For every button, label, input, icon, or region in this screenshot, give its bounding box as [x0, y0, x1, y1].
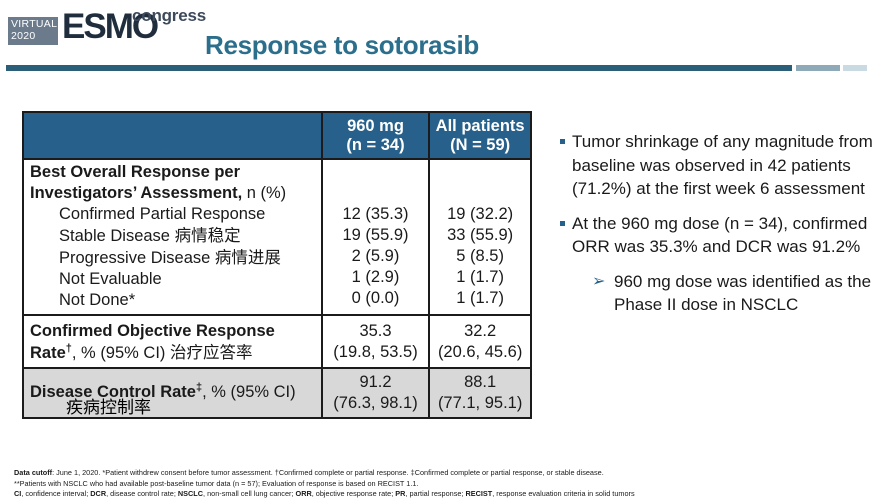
bor-row-label: Not Done* [59, 291, 136, 309]
dcr-label: Disease Control Rate [30, 383, 196, 401]
esmo-part2: MO [104, 7, 159, 46]
header-960mg-line2: (n = 34) [346, 135, 405, 154]
bor-960mg-value: 0 (0.0) [351, 289, 400, 307]
dcr-960mg-ci: (76.3, 98.1) [333, 394, 418, 412]
header-rule-light [843, 65, 867, 71]
abbreviation-definition: , disease control rate; [106, 489, 178, 498]
bor-row-label: Progressive Disease 病情进展 [59, 248, 281, 267]
abbreviation-term: NSCLC [177, 489, 204, 498]
bor-heading-line1: Best Overall Response per [30, 163, 241, 181]
bor-960mg-value: 19 (55.9) [342, 226, 409, 244]
bor-960mg-value: 12 (35.3) [342, 205, 409, 223]
orr-label-rate: Rate [30, 344, 66, 362]
bor-all-value: 19 (32.2) [447, 205, 514, 223]
bor-heading-line2: Investigators’ Assessment, [30, 184, 243, 202]
arrow-bullet-icon: ➢ [592, 272, 606, 290]
esmo-wordmark: ESMO [62, 7, 159, 46]
bor-label-cell: Best Overall Response per Investigators’… [22, 158, 323, 316]
header-all-line1: All patients [435, 116, 525, 135]
bor-row-chinese-label: 病情稳定 [174, 226, 241, 245]
footnote-line1-text: : June 1, 2020. *Patient withdrew consen… [52, 468, 604, 477]
bullet-text: Tumor shrinkage of any magnitude from ba… [572, 132, 873, 198]
virtual-2020-badge: VIRTUAL 2020 [8, 17, 58, 45]
orr-dagger: † [65, 342, 72, 355]
orr-all-value: 32.2 [464, 322, 497, 340]
dcr-960mg-cell: 91.2 (76.3, 98.1) [320, 367, 431, 419]
header-rule-accent [796, 65, 840, 71]
bullet-square-icon [560, 220, 565, 226]
orr-all-ci: (20.6, 45.6) [437, 343, 523, 361]
abbreviation-definition: , non-small cell lung cancer; [203, 489, 296, 498]
bullet-orr-dcr: At the 960 mg dose (n = 34), confirmed O… [560, 212, 875, 259]
abbreviation-term: ORR [295, 489, 312, 498]
bor-all-value: 1 (1.7) [456, 289, 504, 307]
bor-heading-unit: n (%) [242, 184, 287, 202]
abbreviation-definition: , confidence interval; [21, 489, 91, 498]
bor-all-value: 33 (55.9) [447, 226, 514, 244]
bullet-tumor-shrinkage: Tumor shrinkage of any magnitude from ba… [560, 130, 875, 201]
abbreviation-definition: , objective response rate; [311, 489, 396, 498]
orr-row: Confirmed Objective Response Rate†, % (9… [22, 314, 532, 369]
abbreviation-term: CI [14, 489, 22, 498]
orr-960mg-value: 35.3 [359, 322, 392, 340]
table-header-row: 960 mg (n = 34) All patients (N = 59) [22, 111, 532, 160]
orr-all-cell: 32.2 (20.6, 45.6) [428, 314, 532, 369]
bor-all-value: 1 (1.7) [456, 268, 504, 286]
bor-row-chinese-label: 病情进展 [214, 248, 281, 267]
dcr-960mg-value: 91.2 [359, 373, 392, 391]
abbreviation-definition: , partial response; [405, 489, 466, 498]
response-table: 960 mg (n = 34) All patients (N = 59) Be… [22, 111, 532, 419]
header-rule [6, 65, 792, 71]
key-findings: Tumor shrinkage of any magnitude from ba… [560, 130, 875, 317]
header-empty-cell [22, 111, 323, 160]
orr-label-line1: Confirmed Objective Response [30, 322, 275, 340]
dcr-chinese-label: 疾病控制率 [66, 398, 151, 418]
header-960mg-line1: 960 mg [347, 116, 404, 135]
header-960mg: 960 mg (n = 34) [320, 111, 431, 160]
footnote-data-cutoff-label: Data cutoff [14, 468, 53, 477]
footnote-abbreviations: CI, confidence interval; DCR, disease co… [14, 489, 874, 500]
dcr-all-ci: (77.1, 95.1) [437, 394, 523, 412]
bor-960mg-cell: 12 (35.3) 19 (55.9) 2 (5.9) 1 (2.9) 0 (0.0) [320, 158, 431, 316]
orr-chinese-label: 治疗应答率 [170, 343, 253, 362]
bor-row-label: Confirmed Partial Response [59, 205, 266, 223]
slide-title: Response to sotorasib [205, 30, 479, 60]
dcr-label-ci: , % (95% CI) [202, 383, 296, 401]
header-all-line2: (N = 59) [450, 135, 511, 154]
sub-bullet-phase2-dose: ➢ 960 mg dose was identified as the Phas… [560, 270, 875, 317]
esmo-part1: ES [62, 7, 107, 46]
bor-960mg-value: 1 (2.9) [351, 268, 400, 286]
sub-bullet-text: 960 mg dose was identified as the Phase … [614, 271, 872, 315]
orr-label-cell: Confirmed Objective Response Rate†, % (9… [22, 314, 323, 369]
bor-all-cell: 19 (32.2) 33 (55.9) 5 (8.5) 1 (1.7) 1 (1.7) [428, 158, 532, 316]
abbreviation-definition: , response evaluation criteria in solid … [492, 489, 635, 498]
abbreviation-term: DCR [90, 489, 107, 498]
abbreviation-term: PR [395, 489, 406, 498]
dcr-all-value: 88.1 [464, 373, 497, 391]
orr-960mg-cell: 35.3 (19.8, 53.5) [320, 314, 431, 369]
footnote-line2: **Patients with NSCLC who had available … [14, 478, 419, 488]
dcr-row: Disease Control Rate‡, % (95% CI) 91.2 (… [22, 367, 532, 419]
bor-row-label: Stable Disease 病情稳定 [59, 226, 241, 245]
esmo-logo: VIRTUAL 2020 ESMO congress [4, 6, 206, 46]
bullet-text: At the 960 mg dose (n = 34), confirmed O… [572, 213, 868, 257]
bor-row-label: Not Evaluable [59, 270, 162, 288]
bor-all-value: 5 (8.5) [456, 247, 504, 265]
bullet-square-icon [560, 139, 565, 144]
virtual-label: VIRTUAL [11, 18, 58, 30]
year-label: 2020 [11, 30, 36, 42]
abbreviation-term: RECIST [465, 489, 493, 498]
dcr-all-cell: 88.1 (77.1, 95.1) [428, 367, 532, 419]
dcr-label-cell: Disease Control Rate‡, % (95% CI) [22, 367, 323, 419]
orr-960mg-ci: (19.8, 53.5) [333, 343, 418, 361]
dcr-double-dagger: ‡ [195, 381, 203, 394]
footnote-line1: Data cutoff: June 1, 2020. *Patient with… [14, 468, 874, 479]
footnotes: Data cutoff: June 1, 2020. *Patient with… [14, 468, 874, 500]
orr-label-ci: , % (95% CI) [71, 344, 170, 362]
header-all-patients: All patients (N = 59) [428, 111, 532, 160]
bor-960mg-value: 2 (5.9) [351, 247, 400, 265]
congress-label: congress [132, 6, 206, 25]
bor-row: Best Overall Response per Investigators’… [22, 158, 532, 316]
